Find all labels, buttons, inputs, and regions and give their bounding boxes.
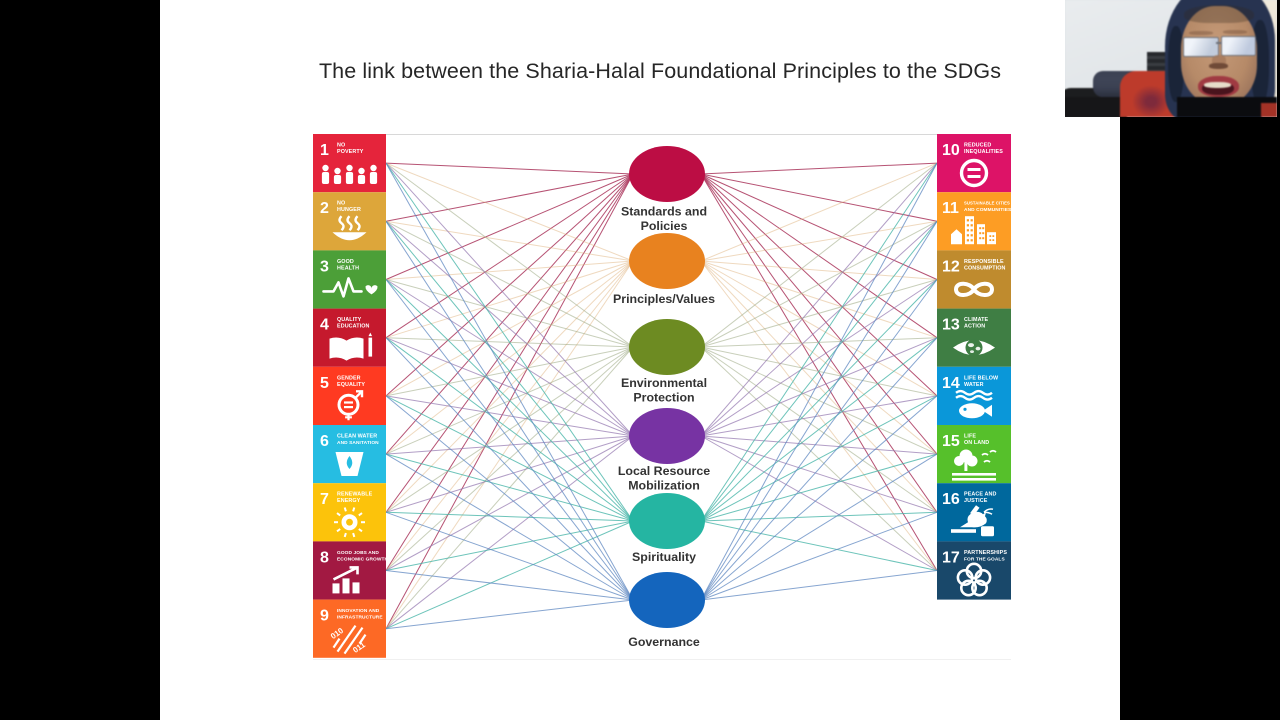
svg-text:LIFE: LIFE [964,434,976,440]
svg-text:1: 1 [320,142,329,159]
svg-text:9: 9 [320,608,329,625]
svg-text:Local Resource: Local Resource [618,464,710,478]
svg-text:CLIMATE: CLIMATE [964,317,989,323]
svg-text:ACTION: ACTION [964,324,985,330]
svg-text:Governance: Governance [628,635,700,649]
svg-text:Standards and: Standards and [621,205,707,219]
svg-text:7: 7 [320,491,329,508]
svg-text:2: 2 [320,200,329,217]
svg-text:Protection: Protection [633,391,694,405]
svg-text:Environmental: Environmental [621,376,707,390]
svg-text:REDUCED: REDUCED [964,143,991,149]
svg-text:LIFE BELOW: LIFE BELOW [964,375,999,381]
svg-text:Mobilization: Mobilization [628,479,700,493]
svg-text:POVERTY: POVERTY [337,149,364,155]
svg-text:HEALTH: HEALTH [337,265,359,271]
svg-text:PARTNERSHIPS: PARTNERSHIPS [964,550,1007,556]
svg-text:HUNGER: HUNGER [337,207,361,213]
svg-text:5: 5 [320,375,329,392]
svg-text:EDUCATION: EDUCATION [337,324,370,330]
svg-text:RENEWABLE: RENEWABLE [337,492,373,498]
svg-text:GENDER: GENDER [337,375,361,381]
svg-text:GOOD JOBS AND: GOOD JOBS AND [337,550,379,556]
svg-text:11: 11 [942,200,959,217]
svg-text:12: 12 [942,258,960,275]
svg-text:10: 10 [942,142,960,159]
svg-text:17: 17 [942,549,960,566]
svg-text:EQUALITY: EQUALITY [337,382,365,388]
svg-text:6: 6 [320,433,329,450]
svg-text:AND COMMUNITIES: AND COMMUNITIES [964,207,1012,213]
svg-text:INNOVATION AND: INNOVATION AND [337,608,380,614]
svg-text:SUSTAINABLE CITIES: SUSTAINABLE CITIES [964,201,1010,206]
svg-text:WATER: WATER [964,382,984,388]
svg-text:JUSTICE: JUSTICE [964,498,988,504]
svg-text:QUALITY: QUALITY [337,317,362,323]
svg-text:RESPONSIBLE: RESPONSIBLE [964,259,1004,265]
svg-text:16: 16 [942,491,960,508]
svg-text:14: 14 [942,375,960,392]
svg-text:FOR THE GOALS: FOR THE GOALS [964,556,1005,562]
svg-text:PEACE AND: PEACE AND [964,492,996,498]
svg-text:CLEAN WATER: CLEAN WATER [337,434,377,440]
svg-text:Policies: Policies [641,219,688,233]
svg-text:8: 8 [320,549,329,566]
svg-text:GOOD: GOOD [337,259,354,265]
svg-text:AND SANITATION: AND SANITATION [337,440,379,446]
svg-text:CONSUMPTION: CONSUMPTION [964,265,1006,271]
svg-text:ECONOMIC GROWTH: ECONOMIC GROWTH [337,556,388,562]
svg-text:Spirituality: Spirituality [632,550,696,564]
svg-text:INEQUALITIES: INEQUALITIES [964,149,1003,155]
svg-text:INFRASTRUCTURE: INFRASTRUCTURE [337,615,383,621]
svg-text:ON LAND: ON LAND [964,440,989,446]
svg-text:Principles/Values: Principles/Values [613,292,715,306]
svg-text:NO: NO [337,143,345,149]
svg-text:15: 15 [942,433,960,450]
svg-text:3: 3 [320,258,329,275]
svg-text:4: 4 [320,317,329,334]
svg-text:13: 13 [942,317,960,334]
svg-text:NO: NO [337,201,345,207]
svg-text:ENERGY: ENERGY [337,498,361,504]
